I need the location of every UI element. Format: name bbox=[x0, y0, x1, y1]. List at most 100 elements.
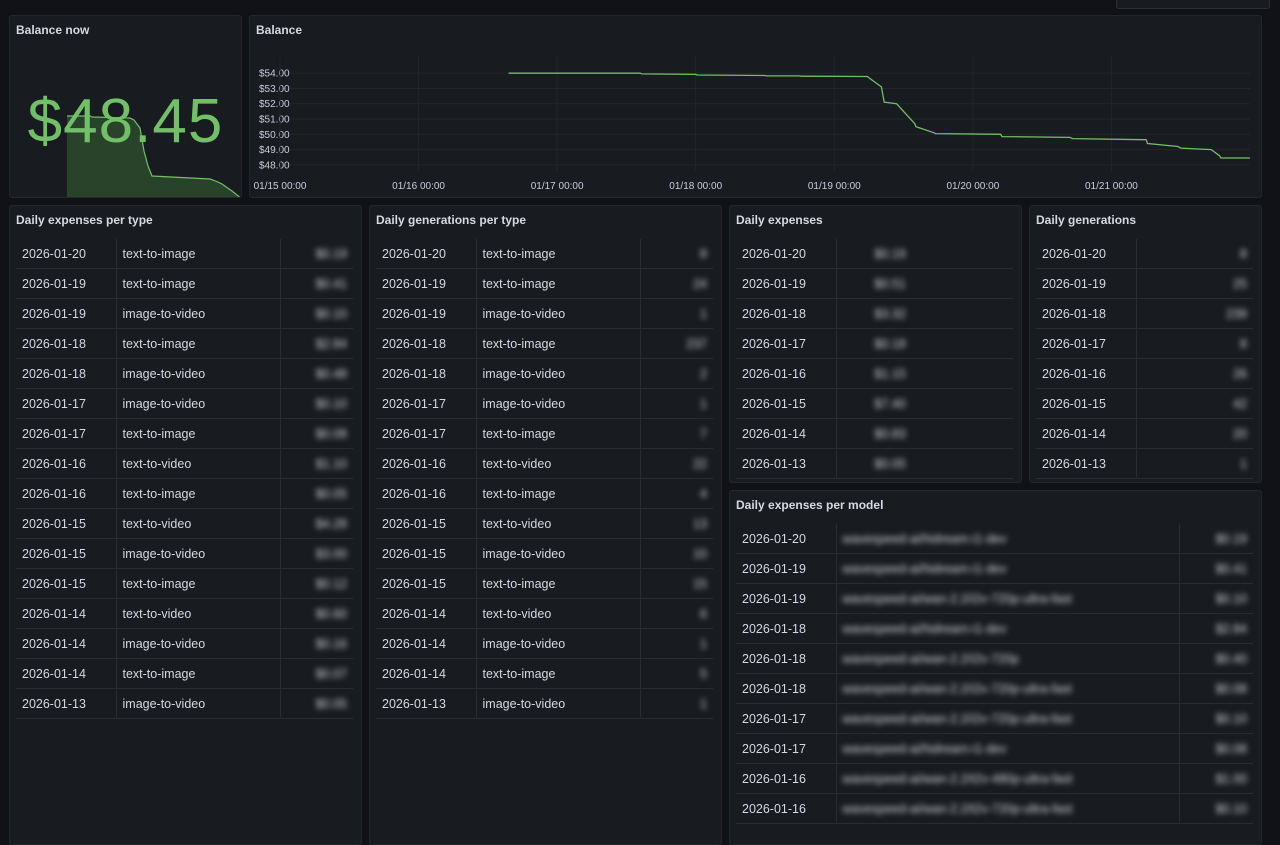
amount-cell: $0.18 bbox=[836, 328, 1013, 359]
table-row: 2026-01-17 text-to-image 7 bbox=[376, 418, 713, 449]
table-row: 2026-01-16 text-to-video 22 bbox=[376, 448, 713, 479]
date-cell: 2026-01-14 bbox=[1036, 418, 1137, 449]
panel-title: Daily expenses per model bbox=[736, 498, 884, 512]
date-cell: 2026-01-17 bbox=[16, 388, 117, 419]
type-cell: image-to-video bbox=[476, 358, 641, 389]
x-tick-label: 01/15 00:00 bbox=[254, 181, 307, 192]
table-row: 2026-01-20 text-to-image 8 bbox=[376, 239, 713, 269]
date-cell: 2026-01-17 bbox=[376, 418, 477, 449]
type-cell: text-to-image bbox=[476, 239, 641, 269]
expenses-per-type-panel: Daily expenses per type 2026-01-20 text-t… bbox=[9, 205, 362, 845]
model-cell: wavespeed-ai/wan-2.2/i2v-720p-ultra-fast bbox=[836, 703, 1180, 734]
table-row: 2026-01-14 20 bbox=[1036, 418, 1253, 449]
count-cell: 22 bbox=[640, 448, 713, 479]
amount-cell: $0.19 bbox=[1179, 524, 1253, 554]
x-tick-label: 01/20 00:00 bbox=[946, 181, 999, 192]
amount-cell: $0.41 bbox=[1179, 553, 1253, 584]
amount-cell: $0.41 bbox=[280, 268, 353, 299]
type-cell: text-to-image bbox=[116, 658, 281, 689]
date-cell: 2026-01-17 bbox=[376, 388, 477, 419]
amount-cell: $2.84 bbox=[280, 328, 353, 359]
sparkline-area bbox=[67, 116, 240, 197]
type-cell: text-to-video bbox=[116, 598, 281, 629]
y-tick-label: $53.00 bbox=[259, 84, 290, 95]
count-cell: 5 bbox=[640, 658, 713, 689]
count-cell: 25 bbox=[1136, 268, 1253, 299]
type-cell: image-to-video bbox=[116, 628, 281, 659]
x-tick-label: 01/16 00:00 bbox=[392, 181, 445, 192]
table-row: 2026-01-13 image-to-video $0.05 bbox=[16, 688, 353, 719]
amount-cell: $0.10 bbox=[280, 388, 353, 419]
amount-cell: $0.05 bbox=[280, 688, 353, 719]
table-row: 2026-01-18 239 bbox=[1036, 298, 1253, 329]
type-cell: image-to-video bbox=[476, 388, 641, 419]
count-cell: 1 bbox=[640, 298, 713, 329]
date-cell: 2026-01-17 bbox=[16, 418, 117, 449]
amount-cell: $0.10 bbox=[1179, 583, 1253, 614]
table-row: 2026-01-15 $7.40 bbox=[736, 388, 1013, 419]
amount-cell: $0.08 bbox=[280, 418, 353, 449]
count-cell: 8 bbox=[1136, 239, 1253, 269]
count-cell: 237 bbox=[640, 328, 713, 359]
date-cell: 2026-01-16 bbox=[736, 358, 837, 389]
model-cell: wavespeed-ai/hidream-i1-dev bbox=[836, 553, 1180, 584]
type-cell: image-to-video bbox=[476, 628, 641, 659]
table-row: 2026-01-18 $3.32 bbox=[736, 298, 1013, 329]
table-row: 2026-01-18 wavespeed-ai/wan-2.2/i2v-720p $… bbox=[736, 643, 1253, 674]
topbar-button[interactable] bbox=[1116, 0, 1270, 9]
count-cell: 1 bbox=[640, 628, 713, 659]
panel-title: Balance now bbox=[16, 23, 90, 37]
date-cell: 2026-01-19 bbox=[16, 268, 117, 299]
table-row: 2026-01-19 $0.51 bbox=[736, 268, 1013, 299]
type-cell: text-to-image bbox=[476, 478, 641, 509]
model-cell: wavespeed-ai/hidream-i1-dev bbox=[836, 524, 1180, 554]
type-cell: image-to-video bbox=[116, 688, 281, 719]
daily-expenses-panel: Daily expenses 2026-01-20 $0.19 2026-01-19… bbox=[729, 205, 1022, 483]
type-cell: text-to-image bbox=[116, 418, 281, 449]
count-cell: 2 bbox=[640, 358, 713, 389]
date-cell: 2026-01-20 bbox=[16, 239, 117, 269]
date-cell: 2026-01-17 bbox=[736, 328, 837, 359]
table-row: 2026-01-13 image-to-video 1 bbox=[376, 688, 713, 719]
table-row: 2026-01-19 image-to-video 1 bbox=[376, 298, 713, 329]
x-tick-label: 01/18 00:00 bbox=[669, 181, 722, 192]
date-cell: 2026-01-20 bbox=[736, 239, 837, 269]
amount-cell: $3.00 bbox=[280, 538, 353, 569]
count-cell: 6 bbox=[640, 598, 713, 629]
date-cell: 2026-01-16 bbox=[16, 448, 117, 479]
model-cell: wavespeed-ai/hidream-i1-dev bbox=[836, 613, 1180, 644]
amount-cell: $7.40 bbox=[836, 388, 1013, 419]
date-cell: 2026-01-15 bbox=[376, 568, 477, 599]
y-tick-label: $50.00 bbox=[259, 130, 290, 141]
table-row: 2026-01-17 wavespeed-ai/wan-2.2/i2v-720p-… bbox=[736, 703, 1253, 734]
type-cell: text-to-image bbox=[116, 328, 281, 359]
type-cell: text-to-image bbox=[476, 328, 641, 359]
daily-generations-table: 2026-01-20 8 2026-01-19 25 2026-01-18 239 2026… bbox=[1036, 239, 1253, 479]
date-cell: 2026-01-18 bbox=[1036, 298, 1137, 329]
date-cell: 2026-01-19 bbox=[1036, 268, 1137, 299]
generations-per-type-panel: Daily generations per type 2026-01-20 tex… bbox=[369, 205, 722, 845]
amount-cell: $0.19 bbox=[836, 239, 1013, 269]
date-cell: 2026-01-19 bbox=[376, 298, 477, 329]
date-cell: 2026-01-13 bbox=[1036, 448, 1137, 479]
table-row: 2026-01-16 text-to-image 4 bbox=[376, 478, 713, 509]
date-cell: 2026-01-15 bbox=[376, 538, 477, 569]
model-cell: wavespeed-ai/wan-2.2/i2v-720p-ultra-fast bbox=[836, 583, 1180, 614]
date-cell: 2026-01-16 bbox=[376, 448, 477, 479]
date-cell: 2026-01-16 bbox=[736, 793, 837, 824]
table-row: 2026-01-15 text-to-image $0.12 bbox=[16, 568, 353, 599]
type-cell: text-to-image bbox=[476, 568, 641, 599]
table-row: 2026-01-13 1 bbox=[1036, 448, 1253, 479]
table-row: 2026-01-15 text-to-video 13 bbox=[376, 508, 713, 539]
table-row: 2026-01-14 text-to-video $0.60 bbox=[16, 598, 353, 629]
table-row: 2026-01-15 text-to-video $4.28 bbox=[16, 508, 353, 539]
table-row: 2026-01-15 image-to-video 10 bbox=[376, 538, 713, 569]
type-cell: text-to-image bbox=[476, 418, 641, 449]
date-cell: 2026-01-15 bbox=[736, 388, 837, 419]
date-cell: 2026-01-18 bbox=[736, 673, 837, 704]
daily-expenses-table: 2026-01-20 $0.19 2026-01-19 $0.51 2026-01-18… bbox=[736, 239, 1013, 479]
table-row: 2026-01-19 wavespeed-ai/wan-2.2/i2v-720p-… bbox=[736, 583, 1253, 614]
count-cell: 1 bbox=[640, 688, 713, 719]
generations-per-type-table: 2026-01-20 text-to-image 8 2026-01-19 text-t… bbox=[376, 239, 713, 719]
date-cell: 2026-01-17 bbox=[736, 733, 837, 764]
